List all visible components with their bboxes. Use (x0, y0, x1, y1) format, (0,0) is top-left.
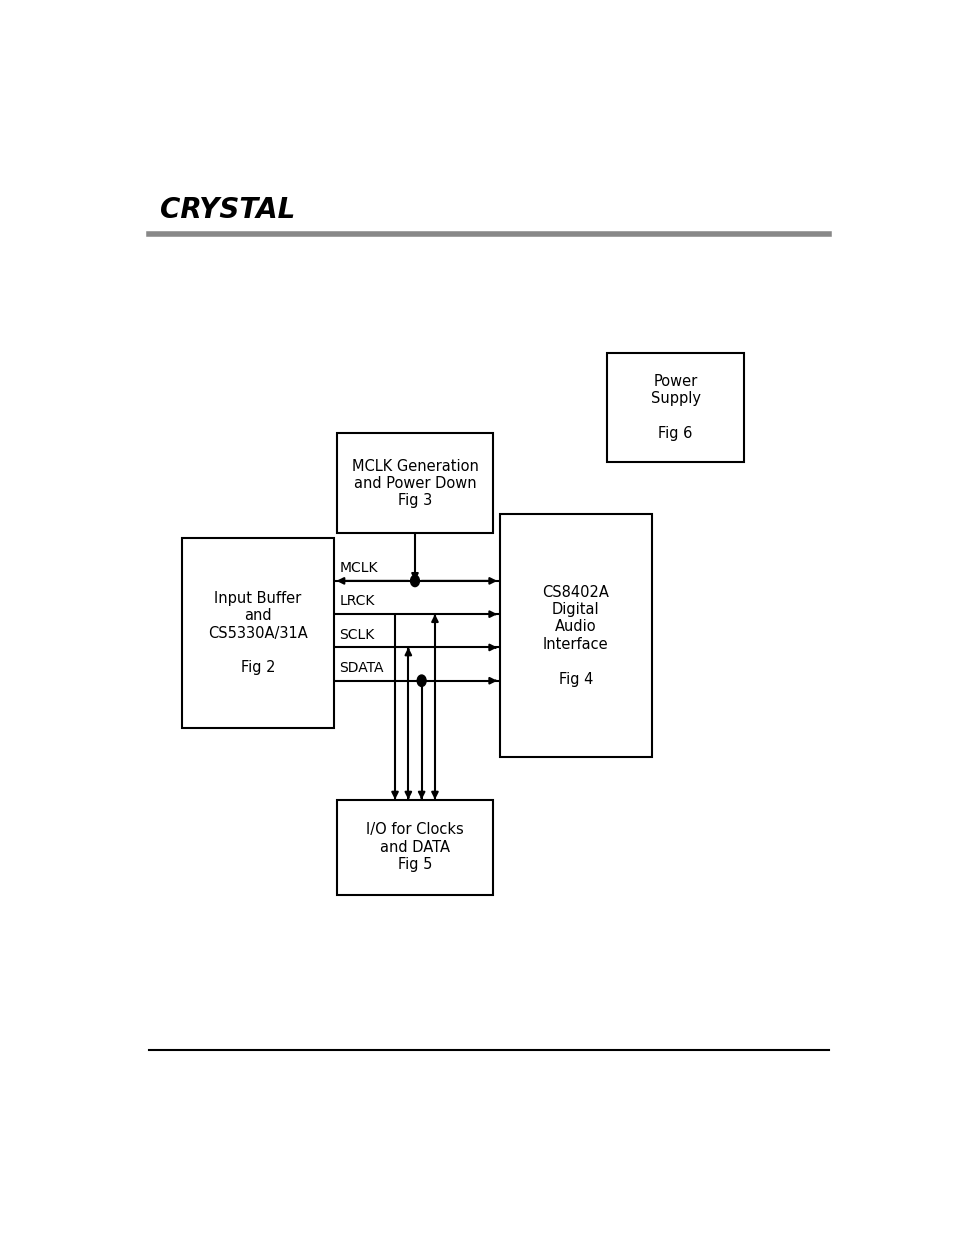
Text: I/O for Clocks
and DATA
Fig 5: I/O for Clocks and DATA Fig 5 (366, 823, 463, 872)
FancyBboxPatch shape (182, 538, 334, 729)
Text: LRCK: LRCK (339, 594, 375, 609)
Text: Input Buffer
and
CS5330A/31A

Fig 2: Input Buffer and CS5330A/31A Fig 2 (208, 590, 308, 676)
FancyBboxPatch shape (337, 799, 492, 894)
Text: MCLK: MCLK (339, 561, 377, 576)
Text: MCLK Generation
and Power Down
Fig 3: MCLK Generation and Power Down Fig 3 (352, 458, 477, 509)
Text: SCLK: SCLK (339, 627, 375, 642)
FancyBboxPatch shape (499, 514, 651, 757)
Text: CRYSTAL: CRYSTAL (160, 196, 294, 224)
FancyBboxPatch shape (337, 433, 492, 534)
Text: CS8402A
Digital
Audio
Interface

Fig 4: CS8402A Digital Audio Interface Fig 4 (542, 584, 609, 687)
Circle shape (410, 576, 419, 587)
Circle shape (416, 676, 426, 687)
FancyBboxPatch shape (606, 353, 743, 462)
Text: Power
Supply

Fig 6: Power Supply Fig 6 (650, 374, 700, 441)
Text: SDATA: SDATA (339, 661, 384, 676)
